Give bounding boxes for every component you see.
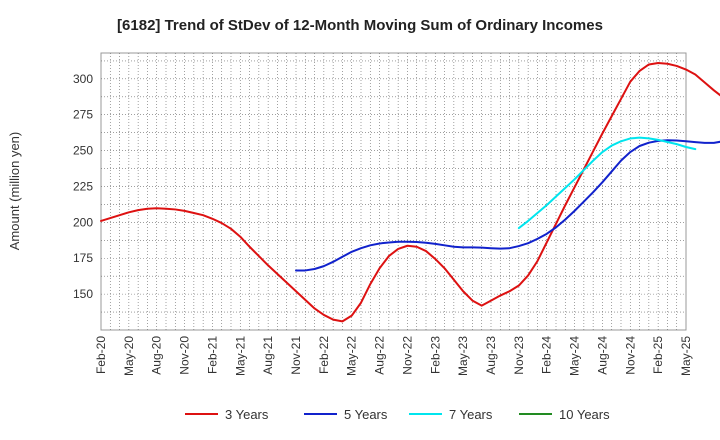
x-tick-label: May-22: [345, 336, 359, 376]
x-tick-label: Feb-24: [540, 336, 554, 374]
legend: 3 Years 5 Years 7 Years 10 Years: [185, 407, 610, 422]
y-tick-label: 300: [73, 72, 93, 86]
series-line-7-years: [517, 136, 697, 230]
series-line-3-years: [100, 62, 720, 323]
x-tick-label: Nov-24: [623, 336, 637, 375]
x-tick-label: May-23: [456, 336, 470, 376]
x-tick-label: Nov-20: [178, 336, 192, 375]
x-tick-label: Aug-23: [484, 336, 498, 375]
x-tick-label: Aug-24: [595, 336, 609, 375]
y-tick-label: 275: [73, 108, 93, 122]
y-tick-label: 225: [73, 179, 93, 193]
y-axis-label: Amount (million yen): [7, 132, 22, 251]
y-tick-label: 150: [73, 287, 93, 301]
y-tick-label: 175: [73, 251, 93, 265]
x-tick-label: Feb-21: [205, 336, 219, 374]
x-tick-label: May-24: [568, 336, 582, 376]
x-tick-label: Aug-21: [261, 336, 275, 375]
legend-label: 3 Years: [225, 407, 269, 422]
series-lines: [100, 62, 720, 323]
x-tick-label: Feb-20: [94, 336, 108, 374]
chart-title: [6182] Trend of StDev of 12-Month Moving…: [117, 17, 603, 34]
x-tick-label: Nov-22: [400, 336, 414, 375]
plot-area: [100, 52, 687, 331]
x-tick-label: May-25: [679, 336, 693, 376]
y-tick-label: 200: [73, 215, 93, 229]
y-tick-label: 250: [73, 144, 93, 158]
legend-label: 5 Years: [344, 407, 388, 422]
x-axis-ticks: Feb-20 May-20 Aug-20 Nov-20 Feb-21 May-21 Aug-…: [94, 336, 693, 376]
legend-label: 10 Years: [559, 407, 610, 422]
x-tick-label: Aug-20: [150, 336, 164, 375]
x-tick-label: Feb-25: [651, 336, 665, 374]
x-tick-label: Nov-21: [289, 336, 303, 375]
x-tick-label: May-20: [122, 336, 136, 376]
y-axis-ticks: 150 175 200 225 250 275 300: [73, 72, 93, 301]
x-tick-label: Aug-22: [373, 336, 387, 375]
x-tick-label: May-21: [233, 336, 247, 376]
x-tick-label: Feb-23: [428, 336, 442, 374]
x-tick-label: Feb-22: [317, 336, 331, 374]
legend-label: 7 Years: [449, 407, 493, 422]
x-tick-label: Nov-23: [512, 336, 526, 375]
